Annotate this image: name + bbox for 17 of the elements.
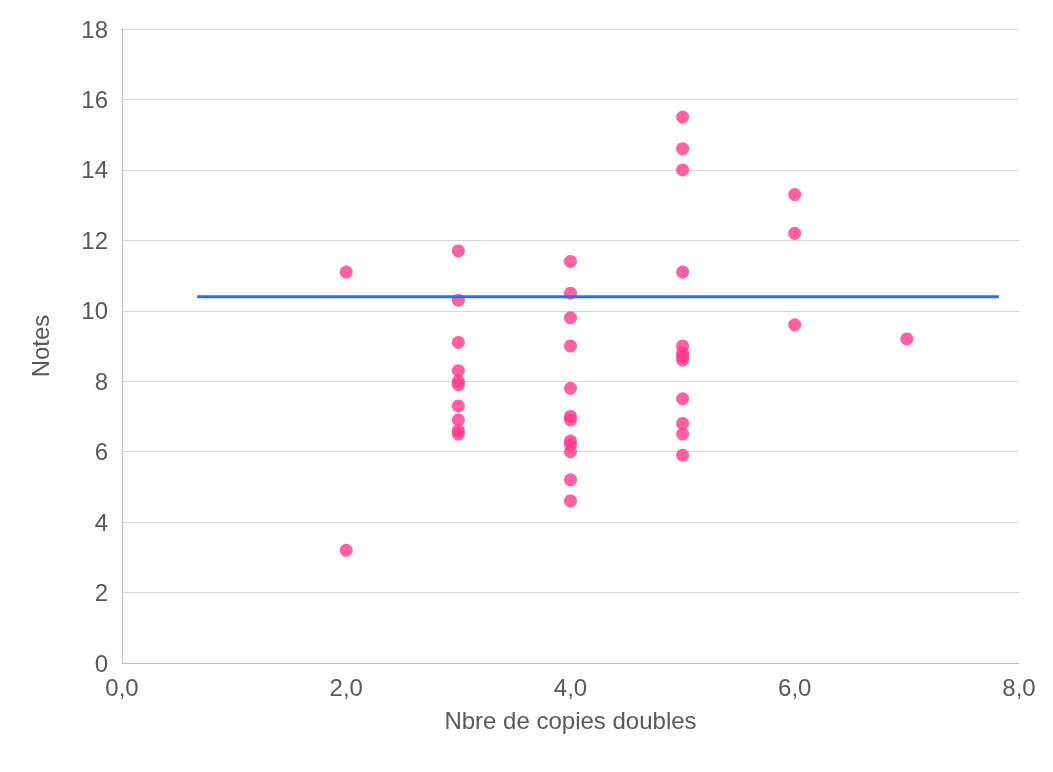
x-tick-label: 2,0: [329, 673, 363, 701]
x-tick-label: 4,0: [553, 673, 588, 701]
y-axis-title: Notes: [26, 314, 54, 378]
y-tick-label: 14: [81, 156, 108, 184]
y-tick-label: 12: [81, 226, 108, 254]
y-tick-label: 0: [94, 649, 108, 677]
y-tick-label: 6: [94, 438, 108, 466]
x-axis-title: Nbre de copies doubles: [444, 706, 697, 734]
y-tick-label: 8: [94, 367, 108, 395]
x-tick-label: 6,0: [778, 673, 812, 701]
y-tick-label: 2: [94, 579, 108, 607]
y-tick-label: 10: [81, 297, 108, 325]
y-tick-label: 4: [94, 508, 108, 536]
y-tick-label: 16: [81, 85, 108, 113]
y-tick-label: 18: [81, 15, 108, 43]
x-tick-label: 8,0: [1002, 673, 1036, 701]
x-tick-label: 0,0: [105, 673, 139, 701]
